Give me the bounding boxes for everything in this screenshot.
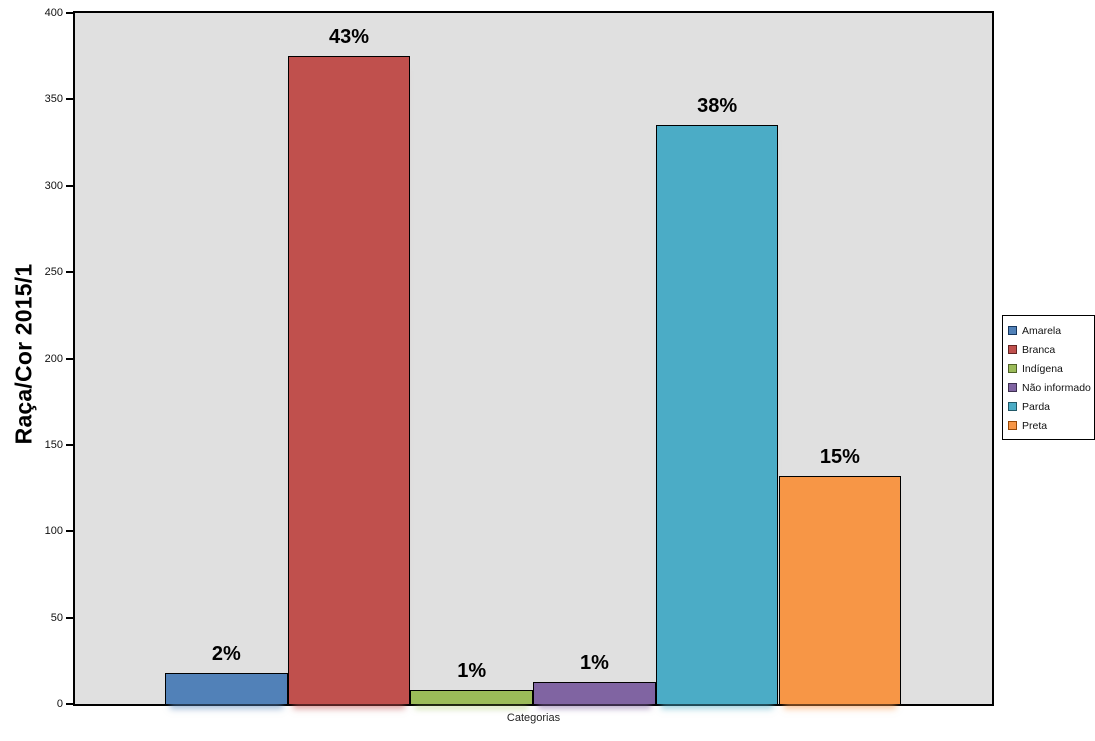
y-tick-label: 350 [44, 93, 63, 106]
y-tick-label: 150 [44, 438, 63, 451]
legend-label: Preta [1022, 419, 1048, 432]
legend-key-swatch [1008, 364, 1017, 373]
legend-label: Não informado [1022, 381, 1091, 394]
y-tick-label: 0 [56, 698, 63, 710]
legend-label: Parda [1022, 400, 1051, 413]
y-tick-mark [66, 12, 73, 14]
y-tick-label: 250 [44, 266, 63, 279]
bar-parda [655, 125, 779, 704]
y-tick-mark [66, 530, 73, 533]
y-tick-label: 300 [44, 179, 63, 192]
legend-key-swatch [1008, 421, 1017, 430]
plot-area: 0 50 100 150 200 250 300 350 400 2% 43% 1% 1% 38% 15% [45, 7, 994, 710]
y-tick-mark [66, 616, 73, 619]
legend-key-swatch [1008, 383, 1017, 392]
legend-label: Indígena [1022, 362, 1063, 375]
bar-value-label: 1% [579, 651, 609, 674]
bar-não-informado [533, 681, 656, 704]
legend-item-branca: Branca [1008, 340, 1092, 359]
bar-branca [287, 56, 411, 704]
legend-item-indígena: Indígena [1008, 359, 1092, 378]
legend-item-parda: Parda [1008, 397, 1092, 416]
legend-item-não-informado: Não informado [1008, 378, 1092, 397]
legend-key-swatch [1008, 326, 1017, 335]
legend-label: Amarela [1022, 324, 1062, 337]
y-tick-label: 400 [44, 7, 63, 19]
legend-label: Branca [1022, 343, 1056, 356]
legend-item-preta: Preta [1008, 416, 1092, 435]
bar-value-label: 2% [211, 642, 241, 665]
y-tick-mark [66, 98, 73, 101]
y-tick-mark [66, 271, 73, 274]
bar-value-label: 38% [697, 95, 738, 118]
bar-value-label: 43% [329, 26, 370, 49]
y-tick-mark [66, 184, 73, 187]
y-tick-label: 200 [44, 352, 63, 365]
bar-indígena [410, 690, 534, 704]
legend-key-swatch [1008, 345, 1017, 354]
y-tick-mark [66, 703, 73, 705]
bar-preta [778, 475, 902, 704]
legend-item-amarela: Amarela [1008, 321, 1092, 340]
legend-key-swatch [1008, 402, 1017, 411]
y-tick-mark [66, 443, 73, 446]
y-tick-label: 100 [44, 525, 63, 538]
bar-amarela [165, 672, 288, 704]
bar-value-label: 15% [819, 445, 860, 468]
y-tick-mark [66, 357, 73, 360]
bar-value-label: 1% [457, 660, 487, 683]
x-axis-title: Categorias [506, 712, 561, 724]
legend: Amarela Branca Indígena Não informado Parda P… [1002, 315, 1095, 440]
y-tick-label: 50 [50, 611, 63, 624]
